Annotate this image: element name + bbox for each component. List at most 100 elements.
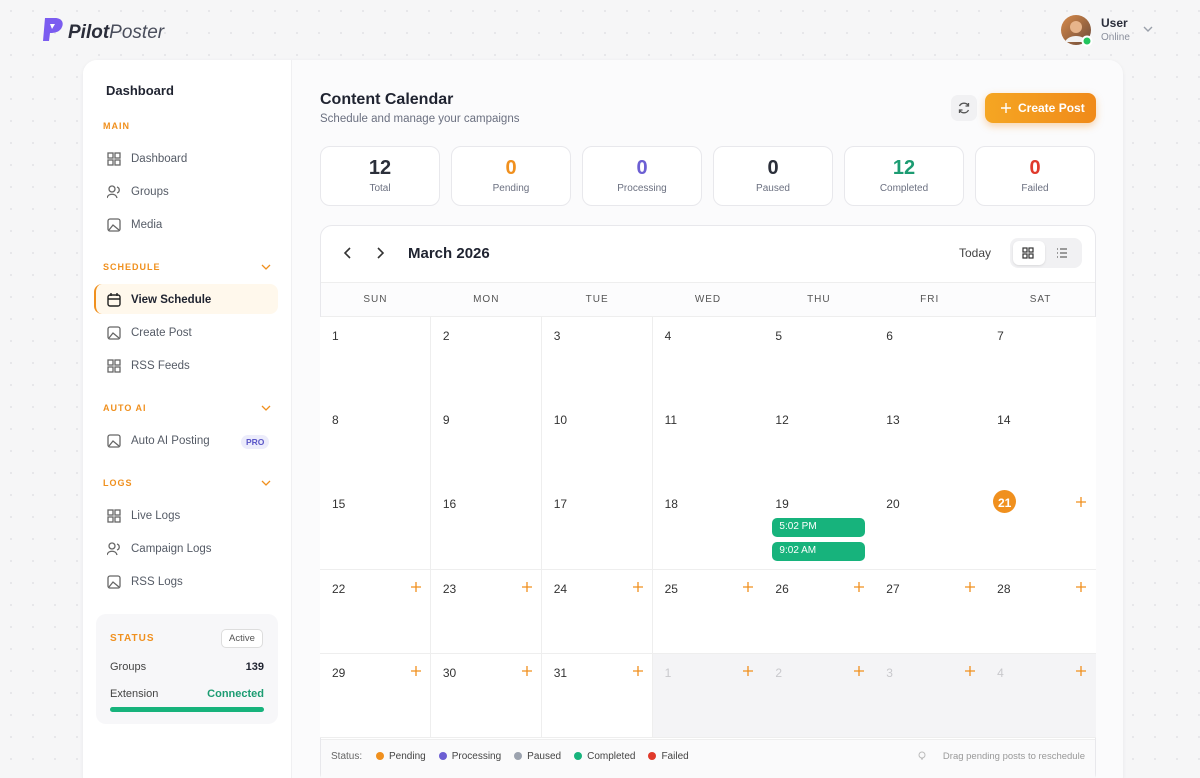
day-cell[interactable] [763,401,875,486]
nav-icon [107,293,121,307]
nav-item[interactable]: Groups [131,186,169,198]
day-cell[interactable] [430,653,543,739]
add-post[interactable] [632,581,644,593]
day-cell[interactable] [652,485,764,571]
day-cell[interactable] [430,485,543,571]
nav-item[interactable]: Create Post [131,327,192,339]
day-number: 21 [997,496,1012,511]
create-post-label[interactable]: Create Post [1018,101,1085,115]
add-post[interactable] [853,665,865,677]
next-month[interactable] [374,246,386,260]
day-cell[interactable] [320,653,432,739]
section-toggle[interactable] [260,403,272,413]
add-post[interactable] [1075,665,1087,677]
add-post[interactable] [853,581,865,593]
weekday-label: SUN [363,294,388,305]
legend-dot [376,752,384,760]
day-number: 10 [553,413,568,428]
day-cell[interactable] [874,485,986,571]
day-cell[interactable] [541,569,654,655]
status-badge: Active [221,629,263,648]
day-number: 16 [442,497,457,512]
event-pill[interactable]: 9:02 AM [772,542,866,562]
add-post[interactable] [410,665,422,677]
day-cell[interactable] [652,653,764,739]
section-toggle[interactable] [260,262,272,272]
prev-month[interactable] [342,246,354,260]
add-post[interactable] [1075,581,1087,593]
refresh-icon[interactable] [957,101,971,115]
weekday-label: FRI [920,294,940,305]
nav-item[interactable]: Campaign Logs [131,543,212,555]
connection-bar [110,707,264,712]
status-row-label: Groups [110,661,147,673]
active-item-bg[interactable] [94,284,278,314]
day-number: 8 [332,413,339,428]
plus-icon [1001,103,1011,113]
day-cell[interactable] [985,653,1097,739]
add-post[interactable] [1075,496,1087,508]
day-cell[interactable] [320,485,432,571]
day-cell[interactable] [763,653,875,739]
day-number: 15 [332,497,346,512]
day-cell[interactable] [985,317,1097,402]
user-menu-chevron[interactable] [1142,24,1154,34]
day-cell[interactable] [430,401,543,486]
day-cell[interactable] [541,485,654,571]
add-post[interactable] [742,665,754,677]
add-post[interactable] [521,665,533,677]
day-number: 11 [664,413,678,428]
day-cell[interactable] [430,569,543,655]
grid-icon [1022,247,1034,259]
nav-item[interactable]: View Schedule [131,294,212,306]
refresh-button[interactable] [951,95,977,121]
nav-icon [107,185,120,199]
stat-value: 0 [636,157,648,179]
day-cell[interactable] [541,401,654,486]
stat-label: Pending [492,183,530,194]
add-post[interactable] [410,581,422,593]
day-cell[interactable] [652,401,764,486]
legend-text: Paused [527,751,562,762]
day-cell[interactable] [874,653,986,739]
list-icon[interactable] [1056,247,1068,259]
day-cell[interactable] [652,569,764,655]
day-cell[interactable] [985,401,1097,486]
legend-text: Pending [389,751,426,762]
section-toggle[interactable] [260,478,272,488]
day-cell[interactable] [874,317,986,402]
add-post[interactable] [964,665,976,677]
nav-item[interactable]: RSS Feeds [131,360,190,372]
weekday-label: THU [807,294,831,305]
day-cell[interactable] [541,317,654,402]
weekday-label: WED [694,294,722,305]
today-button[interactable]: Today [959,246,992,260]
day-cell[interactable] [874,569,986,655]
day-cell[interactable] [652,317,764,402]
day-cell[interactable] [985,569,1097,655]
day-number: 30 [442,665,457,680]
legend-text: Failed [661,751,689,762]
add-post[interactable] [742,581,754,593]
add-post[interactable] [521,581,533,593]
day-cell[interactable] [320,401,432,486]
day-number: 31 [553,665,568,680]
day-cell[interactable] [874,401,986,486]
day-cell[interactable] [541,653,654,739]
add-post[interactable] [964,581,976,593]
grid-view-button[interactable] [1013,241,1045,265]
add-post[interactable] [632,665,644,677]
day-number: 9 [442,413,450,428]
event-pill[interactable]: 5:02 PM [772,518,866,538]
nav-item[interactable]: Dashboard [131,153,188,165]
day-cell[interactable] [320,569,432,655]
day-cell[interactable] [763,569,875,655]
day-number: 17 [553,497,568,512]
legend-label: Status: [331,751,363,762]
nav-item[interactable]: Media [131,219,163,231]
nav-item[interactable]: Auto AI Posting [131,435,210,447]
day-number: 29 [332,665,346,680]
weekday-label: TUE [585,294,609,305]
nav-item[interactable]: Live Logs [131,510,181,522]
nav-item[interactable]: RSS Logs [131,576,183,588]
